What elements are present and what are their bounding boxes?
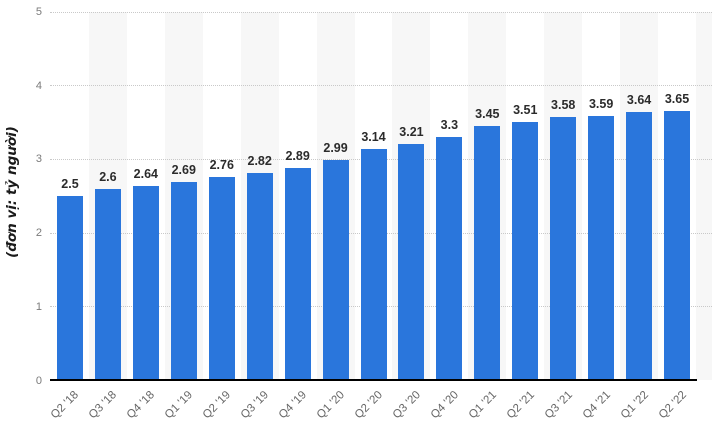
gridline <box>50 85 712 87</box>
bar[interactable] <box>398 143 425 380</box>
x-tick-label: Q3 '21 <box>542 389 575 422</box>
x-axis-line <box>50 379 697 381</box>
y-tick-label: 4 <box>35 79 42 92</box>
bar-value-label: 2.76 <box>209 158 234 173</box>
y-tick-label: 2 <box>35 227 42 240</box>
bar[interactable] <box>588 115 615 380</box>
bar[interactable] <box>284 167 311 380</box>
bar[interactable] <box>626 112 653 380</box>
bar[interactable] <box>512 121 539 380</box>
bar[interactable] <box>664 111 691 380</box>
bar[interactable] <box>170 182 197 380</box>
x-tick-label: Q2 '22 <box>656 389 689 422</box>
bar-value-label: 2.6 <box>99 169 117 184</box>
bar-value-label: 3.3 <box>440 118 459 133</box>
y-tick-label: 0 <box>35 374 42 387</box>
x-tick-label: Q2 '18 <box>49 389 82 422</box>
x-tick-label: Q2 '20 <box>352 389 385 422</box>
bar-value-label: 3.21 <box>399 124 424 139</box>
x-tick-label: Q3 '18 <box>87 389 120 422</box>
bar-value-label: 3.65 <box>664 92 690 107</box>
y-tick-label: 3 <box>35 153 42 166</box>
x-tick-label: Q1 '22 <box>618 389 651 422</box>
x-tick-label: Q4 '19 <box>276 389 310 422</box>
bar-value-label: 2.69 <box>171 163 196 178</box>
y-tick-label: 5 <box>35 6 42 18</box>
x-tick-label: Q3 '19 <box>238 389 272 422</box>
y-tick-label: 1 <box>35 300 42 313</box>
bar-value-label: 2.89 <box>285 148 310 163</box>
bar[interactable] <box>436 137 463 380</box>
x-tick-label: Q1 '20 <box>314 389 348 422</box>
bar[interactable] <box>360 149 387 380</box>
bar-value-label: 2.64 <box>133 166 159 181</box>
x-tick-label: Q1 '21 <box>466 389 499 422</box>
bar[interactable] <box>208 177 235 380</box>
bar-value-label: 2.99 <box>323 141 348 156</box>
bar[interactable] <box>474 126 501 380</box>
bar[interactable] <box>322 160 349 380</box>
bar-value-label: 3.45 <box>475 107 500 122</box>
bar-value-label: 3.58 <box>551 97 576 112</box>
bar[interactable] <box>550 116 577 380</box>
x-tick-label: Q4 '20 <box>428 389 461 422</box>
x-tick-label: Q4 '21 <box>580 389 613 422</box>
bar-value-label: 3.59 <box>588 96 614 111</box>
gridline <box>50 11 712 13</box>
x-tick-label: Q2 '19 <box>201 389 234 422</box>
x-tick-label: Q4 '18 <box>125 389 158 422</box>
bar-value-label: 3.51 <box>513 102 538 117</box>
column-stripe <box>696 12 712 380</box>
bar[interactable] <box>94 188 121 380</box>
bar[interactable] <box>132 185 159 380</box>
x-tick-label: Q3 '20 <box>390 389 423 422</box>
bar[interactable] <box>246 172 273 380</box>
bar-value-label: 2.82 <box>247 153 272 168</box>
bar-value-label: 2.5 <box>61 177 79 192</box>
bar-value-label: 3.14 <box>361 130 386 145</box>
bar[interactable] <box>56 196 83 380</box>
x-tick-label: Q2 '21 <box>504 389 537 422</box>
x-tick-label: Q1 '19 <box>163 389 196 422</box>
bar-value-label: 3.64 <box>626 93 652 108</box>
